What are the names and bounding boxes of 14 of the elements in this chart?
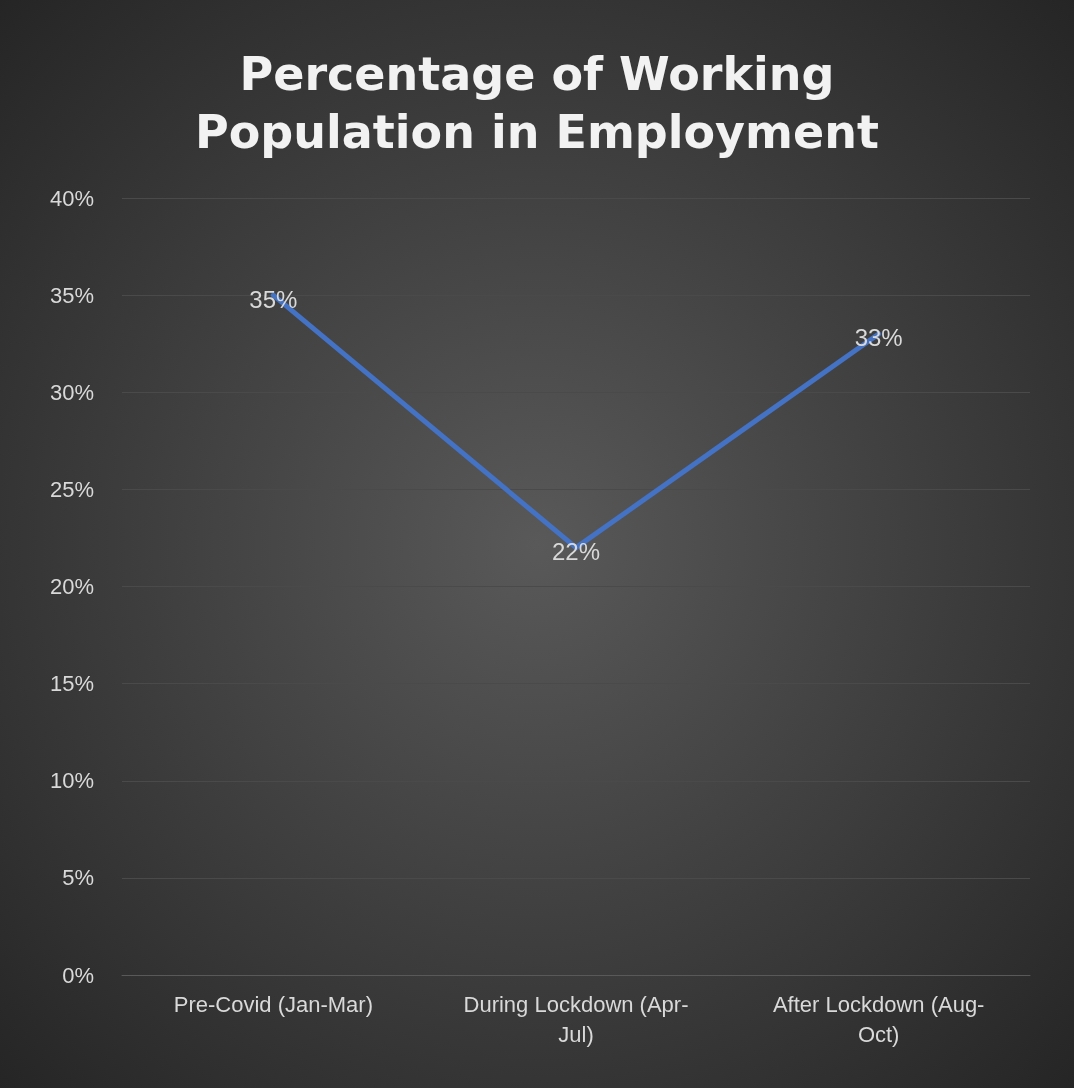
chart-title: Percentage of Working Population in Employment xyxy=(195,47,879,159)
x-tick-label: Pre-Covid (Jan-Mar) xyxy=(173,991,373,1017)
y-tick-label: 0% xyxy=(62,962,94,988)
data-label: 22% xyxy=(551,538,601,566)
x-tick-label: After Lockdown (Aug-Oct) xyxy=(772,991,985,1047)
y-tick-label: 10% xyxy=(49,768,94,794)
y-tick-label: 20% xyxy=(49,574,94,599)
y-tick-label: 40% xyxy=(49,185,94,211)
y-tick-label: 25% xyxy=(49,476,94,502)
y-tick-label: 35% xyxy=(49,282,94,308)
y-tick-label: 30% xyxy=(49,379,94,405)
y-tick-label: 5% xyxy=(62,865,94,891)
x-tick-label: During Lockdown (Apr-Jul) xyxy=(463,991,689,1047)
y-tick-label: 15% xyxy=(49,671,94,697)
